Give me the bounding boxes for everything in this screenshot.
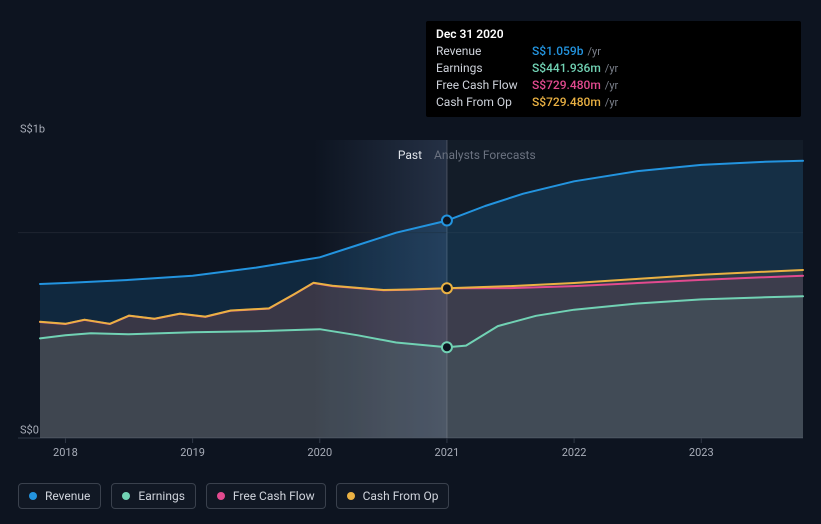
tooltip-date: Dec 31 2020 xyxy=(436,27,791,41)
tooltip-row-unit: /yr xyxy=(605,77,618,94)
legend-revenue[interactable]: Revenue xyxy=(18,483,101,509)
x-tick-2020: 2020 xyxy=(307,446,332,459)
legend-label: Cash From Op xyxy=(363,489,439,503)
tooltip-row-label: Revenue xyxy=(436,43,532,60)
y-tick-1b: S$1b xyxy=(20,123,45,136)
tooltip-row-unit: /yr xyxy=(605,94,618,111)
legend: Revenue Earnings Free Cash Flow Cash From O… xyxy=(18,483,449,509)
tooltip-row-value: S$1.059b xyxy=(532,43,583,60)
x-tick-2023: 2023 xyxy=(689,446,714,459)
x-tick-2022: 2022 xyxy=(562,446,587,459)
tooltip-row-value: S$729.480m xyxy=(532,94,601,111)
tooltip-row: RevenueS$1.059b/yr xyxy=(436,43,791,60)
tooltip-row-value: S$441.936m xyxy=(532,60,601,77)
tooltip-rows: RevenueS$1.059b/yrEarningsS$441.936m/yrF… xyxy=(436,43,791,111)
past-label: Past xyxy=(398,148,422,162)
x-tick-2019: 2019 xyxy=(180,446,205,459)
x-tick-2021: 2021 xyxy=(435,446,460,459)
hover-tooltip: Dec 31 2020 RevenueS$1.059b/yrEarningsS$… xyxy=(426,21,801,117)
tooltip-row-label: Earnings xyxy=(436,60,532,77)
legend-earnings[interactable]: Earnings xyxy=(111,483,196,509)
legend-label: Revenue xyxy=(45,489,90,503)
legend-dot-icon xyxy=(122,492,130,500)
tooltip-row: Free Cash FlowS$729.480m/yr xyxy=(436,77,791,94)
legend-cfo[interactable]: Cash From Op xyxy=(336,483,450,509)
forecast-label: Analysts Forecasts xyxy=(434,148,536,162)
tooltip-row: EarningsS$441.936m/yr xyxy=(436,60,791,77)
legend-label: Free Cash Flow xyxy=(233,489,315,503)
legend-label: Earnings xyxy=(138,489,185,503)
legend-fcf[interactable]: Free Cash Flow xyxy=(206,483,326,509)
tooltip-row-label: Free Cash Flow xyxy=(436,77,532,94)
y-tick-0: S$0 xyxy=(20,424,39,437)
legend-dot-icon xyxy=(29,492,37,500)
tooltip-row-unit: /yr xyxy=(587,43,600,60)
legend-dot-icon xyxy=(217,492,225,500)
legend-dot-icon xyxy=(347,492,355,500)
tooltip-row-label: Cash From Op xyxy=(436,94,532,111)
tooltip-row-value: S$729.480m xyxy=(532,77,601,94)
x-tick-2018: 2018 xyxy=(53,446,78,459)
financial-chart: S$1b S$0 Past Analysts Forecasts Dec 31 … xyxy=(0,0,821,524)
tooltip-row-unit: /yr xyxy=(605,60,618,77)
tooltip-row: Cash From OpS$729.480m/yr xyxy=(436,94,791,111)
